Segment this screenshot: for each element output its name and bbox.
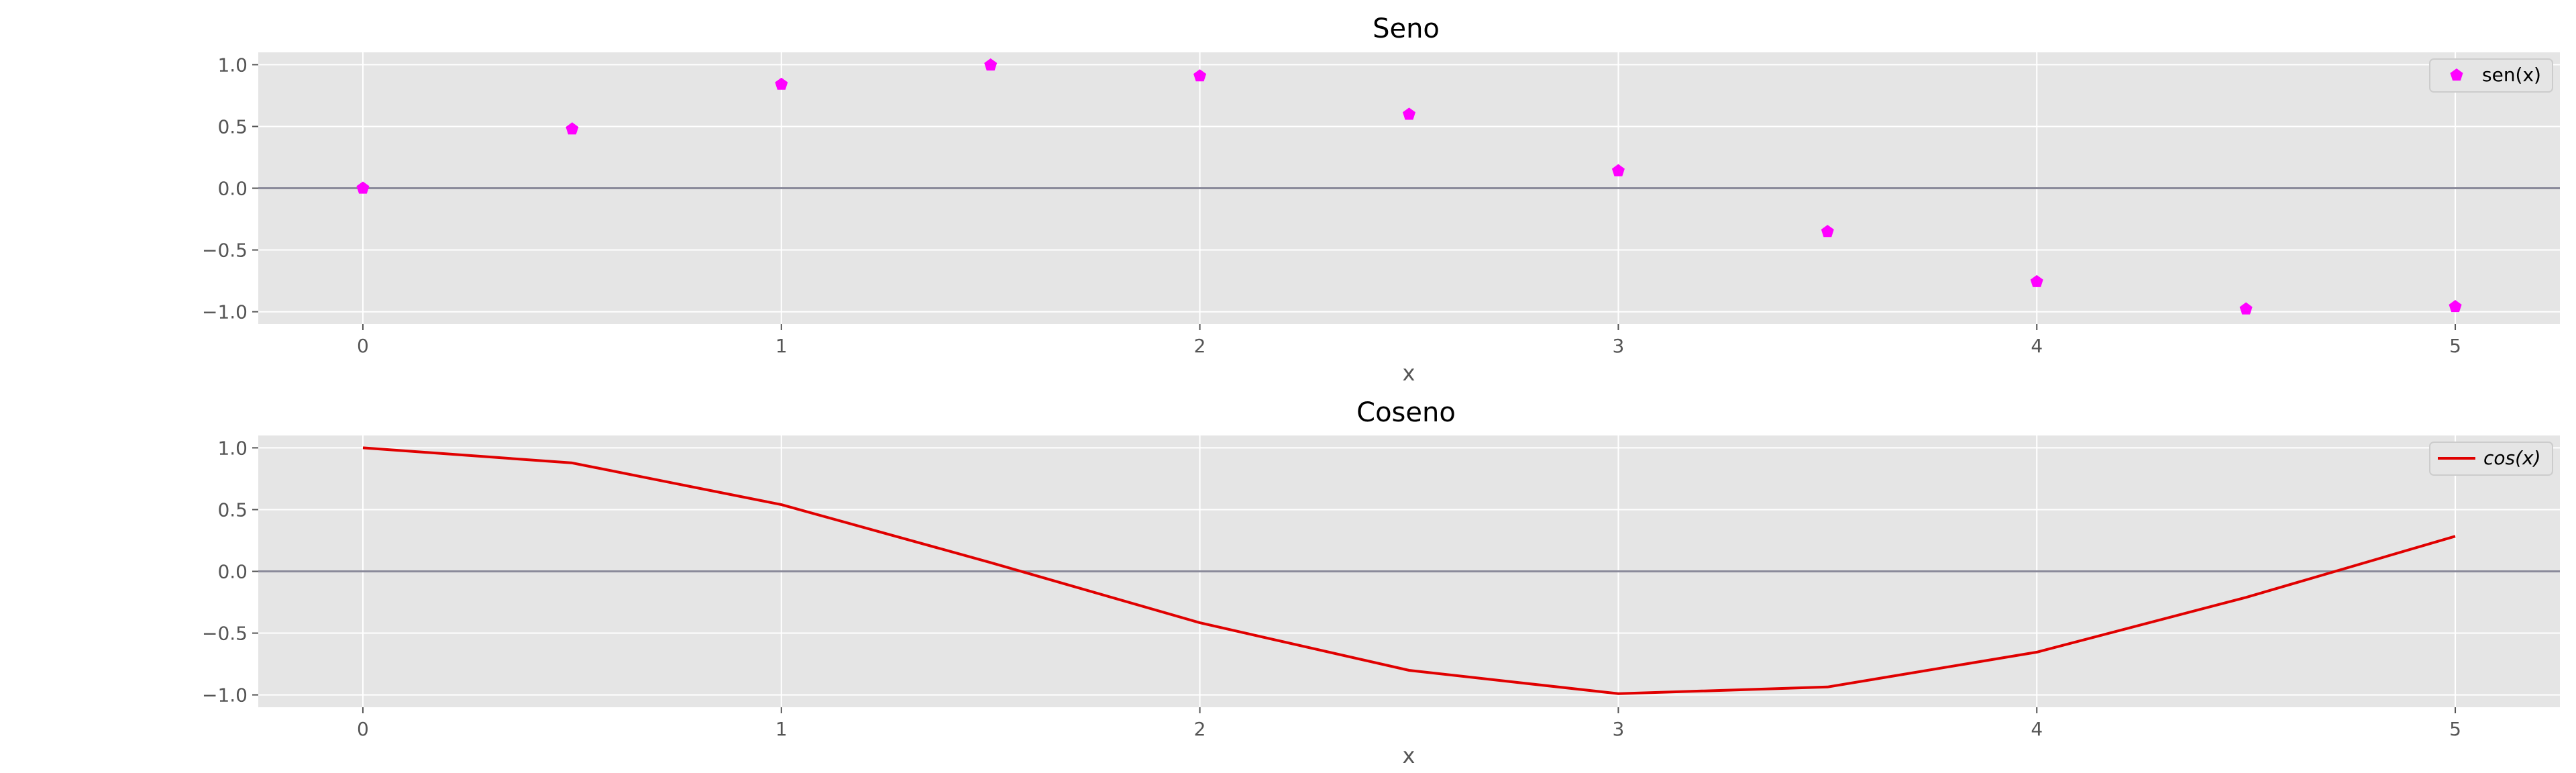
cosine-x-tick-label: 3 (1612, 718, 1624, 740)
sine-point (2030, 274, 2043, 287)
cosine-x-tick-label: 2 (1194, 718, 1206, 740)
sine-x-tick-label: 0 (357, 335, 369, 357)
cosine-x-ticks: 0 1 2 3 4 5 (357, 707, 2461, 740)
sine-y-tick-label: 0.5 (217, 115, 248, 138)
cosine-legend-box (2429, 442, 2553, 476)
sine-markers (356, 58, 2462, 315)
sine-legend-label: sen(x) (2482, 64, 2541, 86)
cosine-y-tick-label: 1.0 (217, 437, 248, 459)
sine-legend-box (2429, 58, 2553, 93)
cosine-line (362, 446, 2456, 695)
sine-x-axis-label: x (1403, 360, 1415, 386)
sine-point (356, 181, 370, 194)
sine-x-tick-label: 2 (1194, 335, 1206, 357)
sine-point (1193, 69, 1207, 82)
sine-x-tick-label: 1 (775, 335, 788, 357)
sine-point (984, 58, 998, 71)
sine-y-tick-label: −1.0 (202, 301, 248, 323)
sine-x-tick-label: 4 (2031, 335, 2043, 357)
cosine-y-tick-label: −0.5 (202, 623, 248, 645)
cosine-y-ticks: 1.0 0.5 0.0 −0.5 −1.0 (202, 437, 258, 707)
sine-point (775, 77, 788, 90)
cosine-legend-label: cos(x) (2483, 447, 2541, 469)
cosine-series-line (362, 446, 2456, 695)
sine-point (2239, 302, 2253, 315)
cosine-y-tick-label: 0.5 (217, 499, 248, 521)
sine-subplot: Seno 1.0 0.5 0.0 −0.5 −1.0 0 1 2 3 4 5 x sen(x) (202, 13, 2560, 386)
cosine-x-axis-label: x (1403, 743, 1415, 768)
sine-title: Seno (1373, 13, 1440, 44)
cosine-y-tick-label: −1.0 (202, 684, 248, 707)
sine-point (2449, 300, 2462, 313)
sine-point (1821, 225, 1834, 238)
sine-point (1403, 107, 1415, 120)
cosine-subplot: Coseno 1.0 0.5 0.0 −0.5 −1.0 0 1 2 3 4 5 x cos(x) (202, 397, 2560, 768)
cosine-x-tick-label: 0 (357, 718, 369, 740)
cosine-title: Coseno (1356, 397, 1456, 428)
sine-legend-marker (2450, 68, 2463, 81)
sine-y-tick-label: 0.0 (217, 178, 248, 200)
cosine-x-tick-label: 4 (2031, 718, 2043, 740)
sine-x-ticks: 0 1 2 3 4 5 (357, 324, 2461, 357)
cosine-legend: cos(x) (2429, 442, 2553, 476)
cosine-x-tick-label: 1 (775, 718, 788, 740)
sine-y-tick-label: 1.0 (217, 54, 248, 76)
sine-x-tick-label: 3 (1612, 335, 1624, 357)
sine-legend: sen(x) (2429, 58, 2553, 93)
sine-y-ticks: 1.0 0.5 0.0 −0.5 −1.0 (202, 54, 258, 323)
sine-point (566, 122, 579, 135)
sine-point (1611, 164, 1625, 176)
sine-x-tick-label: 5 (2449, 335, 2461, 357)
cosine-x-tick-label: 5 (2449, 718, 2461, 740)
cosine-y-tick-label: 0.0 (217, 561, 248, 583)
sine-y-tick-label: −0.5 (202, 240, 248, 262)
